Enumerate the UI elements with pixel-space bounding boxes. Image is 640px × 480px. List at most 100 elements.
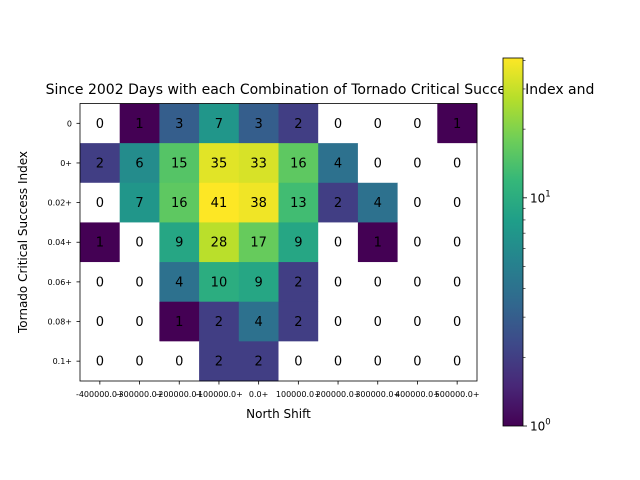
cell-value-label: 1 <box>374 236 382 251</box>
cell-value-label: 3 <box>255 117 263 132</box>
cell-value-label: 4 <box>255 315 263 330</box>
heatmap-cell <box>318 182 359 223</box>
x-tick-label: -200000.0+ <box>155 390 203 399</box>
heatmap-cell <box>159 222 200 263</box>
heatmap-cell <box>80 103 121 144</box>
heatmap-cell <box>119 262 160 303</box>
heatmap-cell <box>199 103 240 144</box>
cell-value-label: 0 <box>413 275 421 290</box>
heatmap-cell <box>238 103 279 144</box>
cell-value-label: 17 <box>250 236 267 251</box>
heatmap-cell <box>80 341 121 382</box>
heatmap-cell <box>159 262 200 303</box>
heatmap-cell <box>80 143 121 184</box>
cell-value-label: 0 <box>453 315 461 330</box>
heatmap-cell <box>437 103 478 144</box>
heatmap-cell <box>397 301 438 342</box>
cell-value-label: 3 <box>175 117 183 132</box>
cell-value-label: 2 <box>294 275 302 290</box>
cell-value-label: 33 <box>250 156 267 171</box>
heatmap-cell <box>119 222 160 263</box>
cell-value-label: 0 <box>413 315 421 330</box>
cell-value-label: 0 <box>294 355 302 370</box>
cell-value-label: 0 <box>96 196 104 211</box>
cell-value-label: 1 <box>175 315 183 330</box>
x-tick-label: 100000.0+ <box>276 390 321 399</box>
cell-value-label: 16 <box>290 156 307 171</box>
cell-value-label: 0 <box>175 355 183 370</box>
heatmap-cell <box>119 341 160 382</box>
x-tick-label: 0.0+ <box>249 390 268 399</box>
cell-value-label: 0 <box>334 315 342 330</box>
cell-value-label: 0 <box>374 275 382 290</box>
heatmap-cell <box>278 341 319 382</box>
x-tick-label: 400000.0+ <box>395 390 440 399</box>
colorbar-tick-label: 101 <box>530 189 551 205</box>
heatmap-cell <box>437 143 478 184</box>
heatmap-cell <box>238 301 279 342</box>
cell-value-label: 9 <box>255 275 263 290</box>
cell-value-label: 41 <box>211 196 228 211</box>
cell-value-label: 7 <box>135 196 143 211</box>
cell-value-label: 0 <box>453 236 461 251</box>
y-tick-label: 0+ <box>60 159 72 168</box>
heatmap-cell <box>80 301 121 342</box>
heatmap-cell <box>318 262 359 303</box>
y-tick-label: 0.02+ <box>47 199 72 208</box>
cell-value-label: 0 <box>135 315 143 330</box>
cell-value-label: 0 <box>453 156 461 171</box>
cell-value-label: 2 <box>334 196 342 211</box>
y-tick-label: 0.06+ <box>47 278 72 287</box>
heatmap-cell <box>397 182 438 223</box>
heatmap-cell <box>199 143 240 184</box>
x-tick-label: 300000.0+ <box>355 390 400 399</box>
cell-value-label: 0 <box>413 117 421 132</box>
cell-value-label: 4 <box>334 156 342 171</box>
heatmap-cell <box>318 222 359 263</box>
cell-value-label: 0 <box>413 196 421 211</box>
cell-value-label: 38 <box>250 196 267 211</box>
cell-value-label: 15 <box>171 156 188 171</box>
heatmap-cell <box>397 222 438 263</box>
cell-value-label: 0 <box>374 117 382 132</box>
cell-value-label: 9 <box>294 236 302 251</box>
cell-value-label: 0 <box>413 236 421 251</box>
heatmap-cell <box>159 103 200 144</box>
y-tick-label: 0.08+ <box>47 318 72 327</box>
y-axis-ticks: 0 0+ 0.02+ 0.04+ 0.06+ 0.08+ 0.1+ <box>47 119 80 366</box>
heatmap-cell <box>159 143 200 184</box>
cell-value-label: 1 <box>135 117 143 132</box>
x-tick-label: 200000.0+ <box>316 390 361 399</box>
heatmap-cell <box>357 301 398 342</box>
cell-value-label: 10 <box>211 275 228 290</box>
cell-value-label: 0 <box>96 117 104 132</box>
cell-value-label: 1 <box>96 236 104 251</box>
cell-value-label: 0 <box>135 275 143 290</box>
cell-value-label: 0 <box>96 355 104 370</box>
heatmap-cell <box>397 262 438 303</box>
heatmap-cell <box>357 222 398 263</box>
cell-value-label: 0 <box>135 355 143 370</box>
heatmap-cell <box>238 182 279 223</box>
heatmap-cell <box>199 182 240 223</box>
heatmap-cell <box>357 182 398 223</box>
heatmap-cell <box>318 341 359 382</box>
cell-value-label: 0 <box>413 156 421 171</box>
heatmap-cell <box>238 222 279 263</box>
x-tick-label: 500000.0+ <box>435 390 480 399</box>
heatmap-cell <box>357 103 398 144</box>
colorbar-tick-label: 100 <box>530 418 551 434</box>
colorbar-gradient <box>502 57 524 427</box>
cell-value-label: 2 <box>96 156 104 171</box>
x-axis-label: North Shift <box>246 407 311 421</box>
heatmap-cell <box>437 222 478 263</box>
heatmap-cell <box>199 341 240 382</box>
cell-value-label: 16 <box>171 196 188 211</box>
heatmap-cell <box>278 103 319 144</box>
heatmap-cell <box>119 103 160 144</box>
y-tick-label: 0 <box>67 119 72 128</box>
heatmap-cell <box>278 222 319 263</box>
heatmap-cell <box>159 341 200 382</box>
heatmap-cell <box>238 262 279 303</box>
heatmap-cell <box>199 301 240 342</box>
